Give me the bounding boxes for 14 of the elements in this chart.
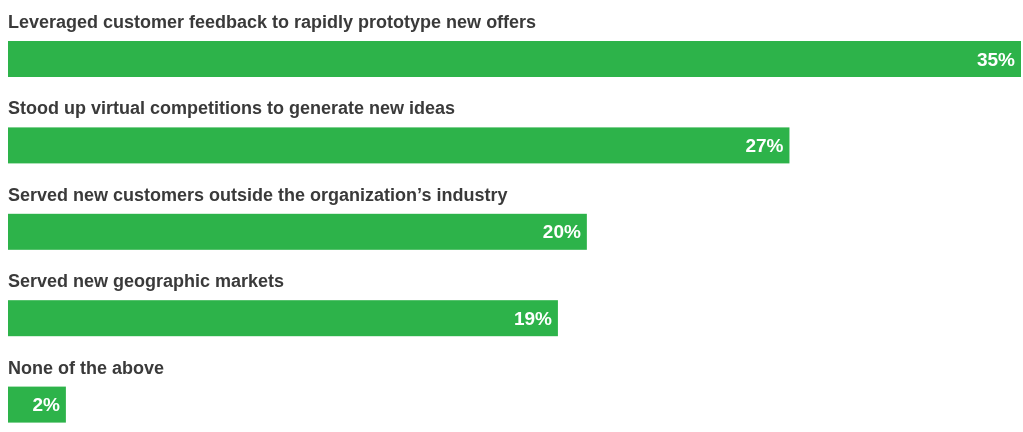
- data-label: 2%: [32, 394, 60, 416]
- y-tick-label: Served new customers outside the organization’s industry: [8, 184, 508, 205]
- y-tick-label: Leveraged customer feedback to rapidly prototype new offers: [8, 12, 537, 32]
- data-label: 19%: [513, 307, 553, 329]
- bar: [8, 127, 790, 164]
- y-tick-label: Stood up virtual competitions to generate new ideas: [8, 98, 456, 119]
- data-label: 20%: [542, 221, 581, 243]
- bar: [8, 213, 587, 250]
- bar: [8, 41, 1021, 77]
- y-tick-label: None of the above: [8, 357, 165, 378]
- y-tick-label: Served new geographic markets: [8, 271, 285, 292]
- data-label: 35%: [976, 48, 1016, 70]
- bar: [8, 300, 558, 337]
- data-label: 27%: [745, 135, 784, 157]
